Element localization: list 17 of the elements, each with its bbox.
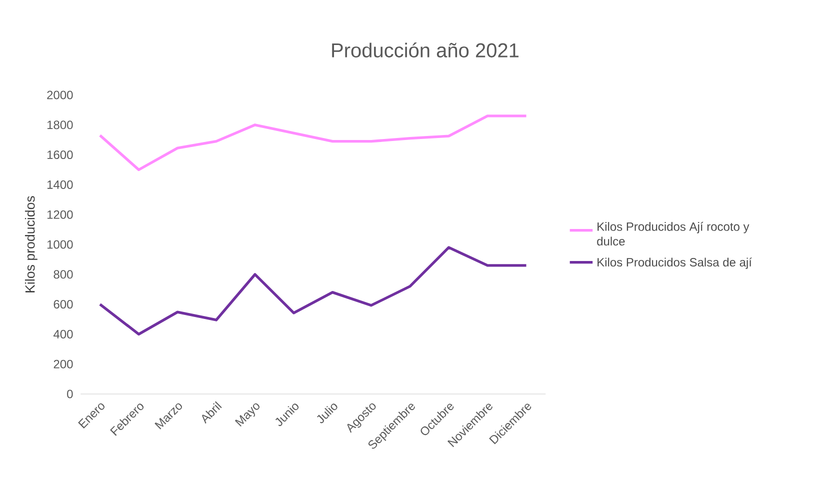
line-series — [98, 246, 528, 336]
y-tick-label: 1000 — [47, 240, 73, 249]
y-tick-label: 800 — [54, 270, 73, 279]
x-tick-label: Julio — [317, 404, 338, 424]
y-tick-label: 1800 — [47, 120, 73, 130]
y-tick-label: 0 — [67, 390, 73, 398]
y-axis-title: Kilos producidos — [24, 196, 38, 292]
y-tick-label: 2000 — [47, 90, 73, 100]
y-tick-label: 200 — [54, 360, 73, 368]
legend-label: Kilos Producidos Salsa de ají — [598, 258, 752, 269]
y-tick-label: 400 — [54, 330, 73, 338]
chart-title: Producción año 2021 — [332, 42, 518, 58]
y-tick-label: 1200 — [47, 210, 73, 219]
y-tick-label: 1600 — [47, 150, 73, 160]
y-tick-label: 600 — [54, 300, 73, 309]
legend-label: Kilos Producidos Ají rocoto y dulce — [597, 222, 750, 246]
y-tick-label: 1400 — [47, 180, 73, 189]
